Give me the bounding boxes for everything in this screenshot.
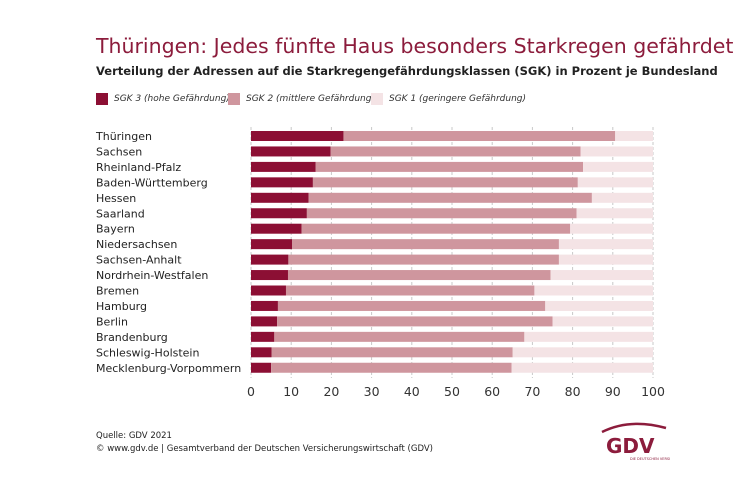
x-tick-label: 60 (484, 384, 500, 399)
bar-segment-sgk1 (576, 208, 653, 219)
bar-segment-sgk2 (271, 362, 512, 373)
bar-segment-sgk3 (251, 161, 316, 172)
legend-label: SGK 2 (mittlere Gefährdung) (246, 94, 375, 104)
category-label: Thüringen (95, 130, 152, 143)
bar-segment-sgk3 (251, 192, 309, 203)
category-label: Saarland (96, 207, 145, 220)
legend-item-sgk1: SGK 1 (geringere Gefährdung) (371, 93, 526, 105)
category-label: Nordrhein-Westfalen (96, 269, 208, 282)
bar-segment-sgk1 (524, 331, 653, 342)
category-label: Bremen (96, 285, 139, 298)
bar-segment-sgk1 (511, 362, 653, 373)
bar-segment-sgk3 (251, 300, 278, 311)
category-label: Hamburg (96, 300, 147, 313)
bar-segment-sgk2 (343, 131, 616, 141)
svg-text:GDV: GDV (606, 434, 655, 458)
bar-segment-sgk2 (287, 270, 551, 281)
bar-segment-sgk2 (288, 254, 559, 265)
bar-segment-sgk3 (251, 362, 272, 373)
bar-segment-sgk3 (251, 146, 331, 157)
x-tick-label: 20 (323, 384, 339, 399)
category-label: Niedersachsen (96, 238, 177, 251)
bar-segment-sgk1 (512, 347, 653, 358)
bar-segment-sgk1 (570, 223, 653, 234)
category-label: Schleswig-Holstein (96, 346, 199, 359)
bar-segment-sgk3 (251, 254, 289, 265)
bar-segment-sgk3 (251, 347, 272, 358)
bar-segment-sgk2 (292, 239, 559, 250)
bar-segment-sgk2 (274, 331, 525, 342)
category-label: Baden-Württemberg (96, 176, 208, 189)
category-label: Sachsen-Anhalt (96, 254, 182, 267)
bar-segment-sgk1 (558, 239, 653, 250)
category-label: Sachsen (96, 145, 142, 158)
bar-segment-sgk3 (251, 285, 286, 296)
bar-segment-sgk2 (301, 223, 571, 234)
bar-segment-sgk2 (330, 146, 581, 157)
bar-segment-sgk1 (552, 316, 653, 327)
source-note: Quelle: GDV 2021 (96, 431, 172, 441)
x-tick-label: 10 (283, 384, 299, 399)
bar-segment-sgk3 (251, 270, 288, 281)
bar-segment-sgk3 (251, 131, 344, 141)
bar-segment-sgk2 (277, 300, 546, 311)
bar-segment-sgk2 (271, 347, 513, 358)
bar-segment-sgk1 (580, 146, 653, 157)
bar-segment-sgk3 (251, 239, 293, 250)
gdv-logo: GDV DIE DEUTSCHEN VERSICHERER (601, 422, 670, 461)
bar-segment-sgk1 (558, 254, 653, 265)
x-tick-label: 50 (444, 384, 460, 399)
legend-swatch (371, 93, 383, 105)
x-tick-label: 0 (247, 384, 255, 399)
x-tick-label: 30 (364, 384, 380, 399)
x-tick-label: 70 (524, 384, 540, 399)
chart-subtitle: Verteilung der Adressen auf die Starkreg… (96, 64, 718, 78)
category-label: Mecklenburg-Vorpommern (96, 362, 241, 375)
legend-swatch (96, 93, 108, 105)
legend-item-sgk2: SGK 2 (mittlere Gefährdung) (228, 93, 375, 105)
bar-segment-sgk1 (534, 285, 653, 296)
bar-segment-sgk3 (251, 223, 302, 234)
legend-item-sgk3: SGK 3 (hohe Gefährdung) (96, 93, 230, 105)
category-label: Brandenburg (96, 331, 168, 344)
legend-label: SGK 1 (geringere Gefährdung) (389, 94, 526, 104)
bar-segment-sgk2 (312, 177, 578, 188)
x-tick-label: 90 (605, 384, 621, 399)
bar-segment-sgk2 (308, 192, 592, 203)
category-label: Rheinland-Pfalz (96, 161, 181, 174)
bar-segment-sgk2 (306, 208, 577, 219)
bar-segment-sgk2 (315, 161, 584, 172)
bar-segment-sgk1 (583, 161, 653, 172)
bar-segment-sgk1 (550, 270, 653, 281)
category-label: Bayern (96, 223, 135, 236)
bar-segment-sgk2 (277, 316, 553, 327)
x-tick-label: 80 (565, 384, 581, 399)
copyright-note: © www.gdv.de | Gesamtverband der Deutsch… (96, 444, 433, 454)
x-tick-label: 40 (404, 384, 420, 399)
bar-segment-sgk3 (251, 208, 307, 219)
bar-segment-sgk1 (615, 131, 653, 141)
category-label: Hessen (96, 192, 136, 205)
bar-segment-sgk1 (545, 300, 653, 311)
legend-swatch (228, 93, 240, 105)
chart-title: Thüringen: Jedes fünfte Haus besonders S… (96, 34, 734, 58)
bar-segment-sgk3 (251, 177, 313, 188)
bar-segment-sgk3 (251, 331, 275, 342)
bar-segment-sgk2 (285, 285, 535, 296)
bar-segment-sgk3 (251, 316, 278, 327)
bar-segment-sgk1 (591, 192, 653, 203)
category-label: Berlin (96, 315, 128, 328)
bar-segment-sgk1 (577, 177, 653, 188)
legend-label: SGK 3 (hohe Gefährdung) (114, 94, 230, 104)
svg-text:DIE DEUTSCHEN VERSICHERER: DIE DEUTSCHEN VERSICHERER (630, 457, 670, 461)
x-tick-label: 100 (641, 384, 665, 399)
